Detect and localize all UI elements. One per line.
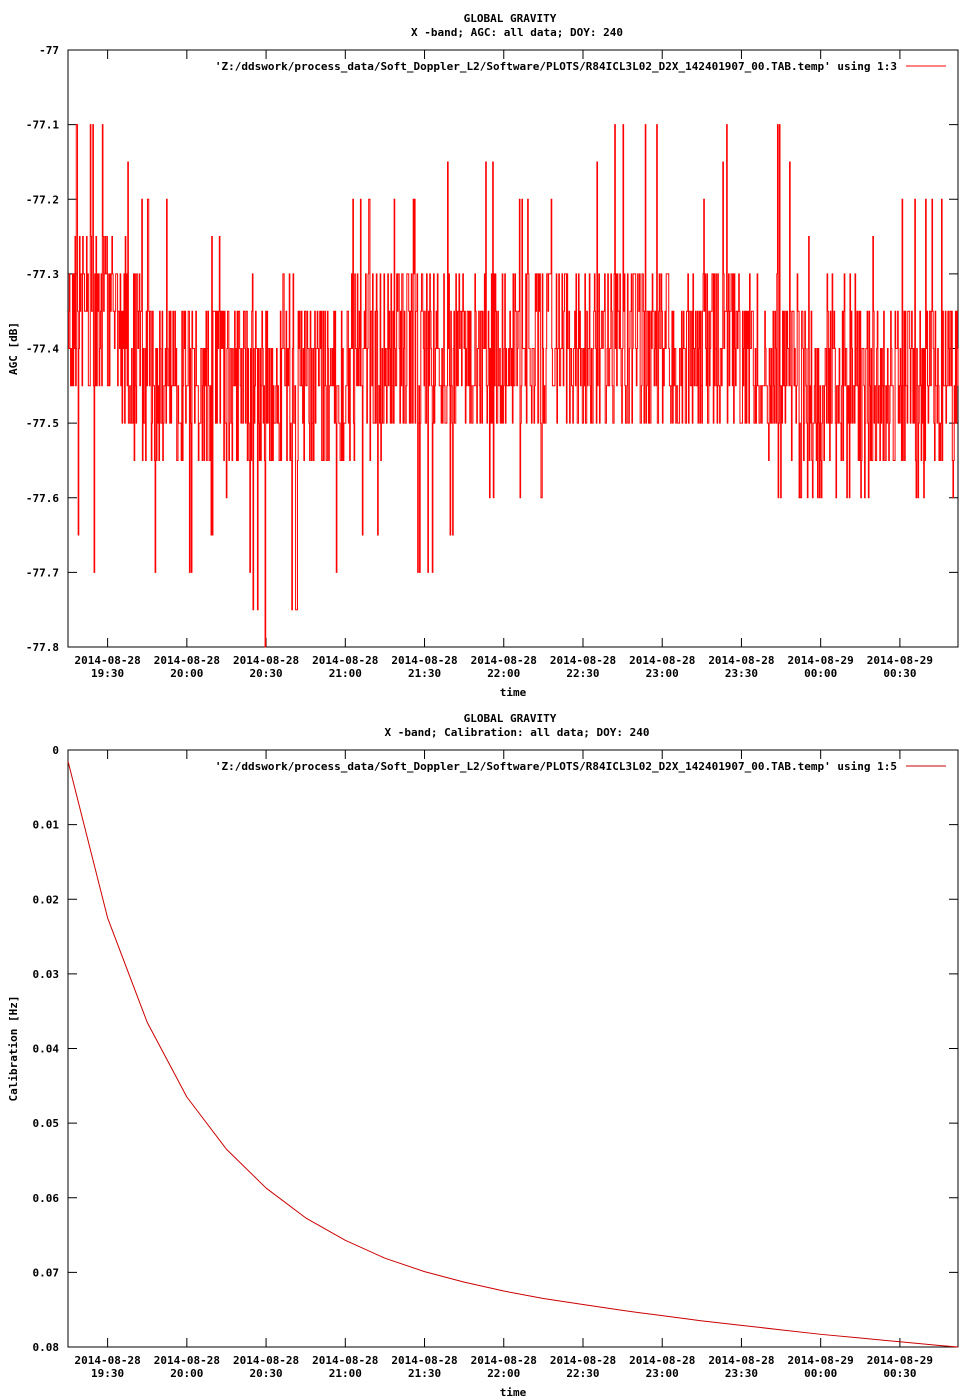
x-tick-date: 2014-08-28 [471,654,537,667]
y-tick-label: -77.6 [26,492,59,505]
x-tick-time: 00:00 [804,1367,837,1380]
y-tick-label: -77.4 [26,343,59,356]
agc-series-line [68,124,959,648]
x-tick-date: 2014-08-28 [708,1354,774,1367]
x-axis-label: time [500,1386,527,1399]
x-tick-time: 00:30 [883,1367,916,1380]
x-tick-time: 20:00 [170,1367,203,1380]
x-tick-time: 00:00 [804,667,837,680]
x-axis-label: time [500,686,527,699]
x-tick-date: 2014-08-28 [74,1354,140,1367]
x-tick-date: 2014-08-28 [391,1354,457,1367]
x-tick-time: 20:00 [170,667,203,680]
y-tick-label: 0.08 [33,1341,60,1354]
y-tick-label: 0 [52,744,59,757]
y-axis-label: AGC [dB] [7,322,20,375]
y-tick-label: 0.04 [33,1043,60,1056]
y-tick-label: 0.06 [33,1192,60,1205]
x-tick-date: 2014-08-28 [550,654,616,667]
x-tick-time: 23:30 [725,1367,758,1380]
chart-title: GLOBAL GRAVITY [464,12,557,25]
x-tick-time: 19:30 [91,1367,124,1380]
x-tick-time: 22:30 [566,667,599,680]
x-tick-time: 21:00 [329,1367,362,1380]
x-tick-time: 00:30 [883,667,916,680]
x-tick-time: 22:30 [566,1367,599,1380]
x-tick-date: 2014-08-28 [233,654,299,667]
x-tick-date: 2014-08-28 [391,654,457,667]
x-tick-time: 23:00 [646,667,679,680]
y-tick-label: 0.01 [33,819,60,832]
x-tick-date: 2014-08-28 [629,654,695,667]
x-tick-date: 2014-08-28 [74,654,140,667]
x-tick-date: 2014-08-28 [629,1354,695,1367]
legend-label: 'Z:/ddswork/process_data/Soft_Doppler_L2… [215,760,897,773]
x-tick-date: 2014-08-29 [788,654,854,667]
x-tick-date: 2014-08-28 [154,654,220,667]
legend-label: 'Z:/ddswork/process_data/Soft_Doppler_L2… [215,60,897,73]
y-axis-label: Calibration [Hz] [7,996,20,1102]
y-tick-label: -77.8 [26,641,59,654]
y-tick-label: 0.03 [33,968,60,981]
y-tick-label: -77.5 [26,417,59,430]
calibration-series-line [67,761,959,1348]
x-tick-time: 21:30 [408,1367,441,1380]
y-tick-label: 0.07 [33,1266,60,1279]
x-tick-time: 19:30 [91,667,124,680]
chart-subtitle: X -band; Calibration: all data; DOY: 240 [385,726,650,739]
y-tick-label: 0.05 [33,1117,60,1130]
x-tick-date: 2014-08-28 [312,654,378,667]
chart-subtitle: X -band; AGC: all data; DOY: 240 [411,26,623,39]
x-tick-time: 20:30 [250,1367,283,1380]
y-tick-label: -77.7 [26,566,59,579]
x-tick-time: 21:00 [329,667,362,680]
x-tick-time: 20:30 [250,667,283,680]
x-tick-date: 2014-08-29 [867,654,933,667]
y-tick-label: -77.3 [26,268,59,281]
x-tick-date: 2014-08-28 [471,1354,537,1367]
x-tick-time: 23:30 [725,667,758,680]
x-tick-date: 2014-08-28 [154,1354,220,1367]
x-tick-time: 23:00 [646,1367,679,1380]
x-tick-time: 22:00 [487,1367,520,1380]
y-tick-label: -77 [39,44,59,57]
plot-border [67,749,959,1348]
y-tick-label: -77.2 [26,193,59,206]
y-tick-label: 0.02 [33,893,60,906]
x-tick-date: 2014-08-29 [867,1354,933,1367]
y-tick-label: -77.1 [26,119,59,132]
x-tick-date: 2014-08-28 [233,1354,299,1367]
x-tick-date: 2014-08-28 [708,654,774,667]
x-tick-date: 2014-08-28 [312,1354,378,1367]
chart-title: GLOBAL GRAVITY [464,712,557,725]
x-tick-time: 21:30 [408,667,441,680]
x-tick-date: 2014-08-28 [550,1354,616,1367]
x-tick-date: 2014-08-29 [788,1354,854,1367]
x-tick-time: 22:00 [487,667,520,680]
